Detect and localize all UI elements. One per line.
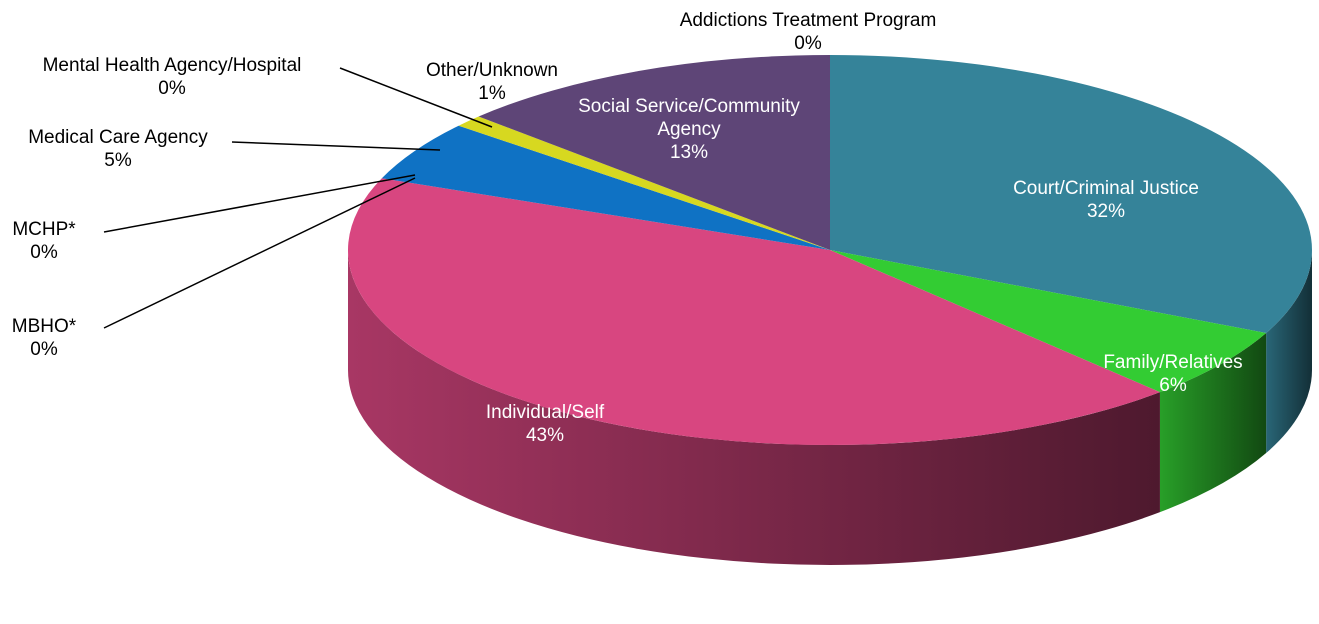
label-medical-care-agency: Medical Care Agency 5% [28,127,208,171]
label-individual-self: Individual/Self 43% [486,402,605,446]
label-family-relatives: Family/Relatives 6% [1103,352,1242,396]
leader-mchp [103,174,416,233]
leader-mbho [103,177,416,329]
label-mchp: MCHP* 0% [12,219,76,263]
leader-medical-care-agency [231,141,441,151]
label-mbho: MBHO* 0% [12,316,77,360]
slice-family-relatives [830,250,1267,393]
pie-top-faces [348,55,1313,445]
slice-individual-self [348,178,1160,445]
side-individual-self [348,250,1160,565]
label-court-criminal-justice: Court/Criminal Justice 32% [1013,178,1199,222]
slice-court-criminal-justice [830,55,1313,334]
label-other-unknown: Other/Unknown 1% [426,60,558,104]
leader-lines [103,67,493,329]
slice-other-unknown [458,116,830,251]
slice-medical-care-agency [381,125,830,250]
label-addictions-treatment-program: Addictions Treatment Program 0% [680,10,937,54]
side-court-criminal-justice [1266,250,1312,454]
slice-social-service-community-agency [478,55,830,250]
label-social-service-community-agency: Social Service/Community Agency 13% [578,96,800,163]
pie-labels: Addictions Treatment Program 0% Court/Crim… [12,10,1243,446]
side-family-relatives [1159,333,1267,513]
pie-side-walls [348,250,1312,565]
label-mental-health-agency-hospital: Mental Health Agency/Hospital 0% [43,55,302,99]
leader-mental-health-agency-hospital [339,67,493,128]
